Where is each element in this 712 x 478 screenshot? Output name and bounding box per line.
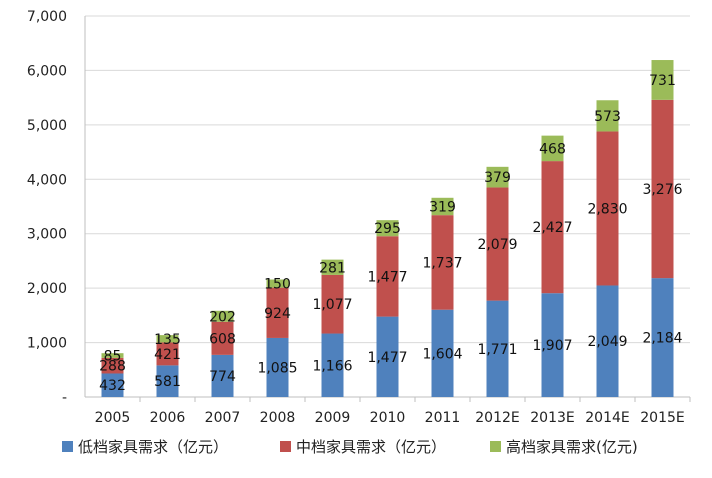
data-label: 281 bbox=[319, 260, 346, 276]
x-tick-label: 2005 bbox=[95, 410, 131, 426]
data-label: 2,184 bbox=[642, 331, 682, 347]
data-label: 202 bbox=[209, 309, 236, 325]
y-tick-label: 6,000 bbox=[27, 63, 67, 79]
bar-segment bbox=[156, 342, 179, 366]
data-label: 731 bbox=[649, 73, 676, 89]
x-tick-label: 2006 bbox=[150, 410, 186, 426]
x-tick-label: 2015E bbox=[640, 410, 684, 426]
bar-segment bbox=[376, 220, 399, 237]
data-label: 295 bbox=[374, 221, 401, 237]
data-label: 3,276 bbox=[642, 182, 682, 198]
legend-label: 中档家具需求（亿元） bbox=[296, 438, 446, 456]
data-label: 581 bbox=[154, 374, 181, 390]
bar-segment bbox=[431, 215, 454, 310]
x-tick-label: 2007 bbox=[205, 410, 241, 426]
y-tick-label: 7,000 bbox=[27, 9, 67, 25]
data-label: 608 bbox=[209, 331, 236, 347]
y-tick-label: 5,000 bbox=[27, 118, 67, 134]
data-label: 379 bbox=[484, 170, 511, 186]
bar-segment bbox=[651, 99, 674, 279]
bar-segment bbox=[211, 354, 234, 397]
data-label: 1,166 bbox=[312, 358, 352, 374]
bar-segment bbox=[431, 309, 454, 397]
y-tick-label: 1,000 bbox=[27, 336, 67, 352]
legend-label: 低档家具需求（亿元） bbox=[78, 438, 228, 456]
bar-segment bbox=[541, 135, 564, 162]
bar-segment bbox=[651, 278, 674, 397]
bar-segment bbox=[266, 337, 289, 397]
bar-segment bbox=[266, 287, 289, 338]
bar-segment bbox=[101, 357, 124, 374]
data-label: 432 bbox=[99, 378, 126, 394]
legend-swatch bbox=[280, 441, 291, 452]
data-label: 1,077 bbox=[312, 297, 352, 313]
bar-segment bbox=[651, 60, 674, 100]
data-label: 573 bbox=[594, 109, 621, 125]
data-label: 2,079 bbox=[477, 237, 517, 253]
data-label: 924 bbox=[264, 306, 291, 322]
data-label: 1,477 bbox=[367, 269, 407, 285]
data-label: 1,477 bbox=[367, 350, 407, 366]
bars bbox=[101, 60, 674, 397]
bar-segment bbox=[321, 259, 344, 275]
x-tick-label: 2013E bbox=[530, 410, 574, 426]
data-label: 288 bbox=[99, 359, 126, 375]
x-tick-label: 2009 bbox=[315, 410, 351, 426]
bar-segment bbox=[486, 300, 509, 397]
data-label: 2,049 bbox=[587, 334, 627, 350]
data-label: 1,771 bbox=[477, 342, 517, 358]
bar-segment bbox=[376, 236, 399, 317]
bar-segment bbox=[486, 166, 509, 188]
y-tick-label: 4,000 bbox=[27, 172, 67, 188]
data-label: 468 bbox=[539, 141, 566, 157]
bar-segment bbox=[376, 316, 399, 397]
data-label: 150 bbox=[264, 277, 291, 293]
data-label: 85 bbox=[104, 348, 122, 364]
bar-segment bbox=[101, 353, 124, 358]
bar-segment bbox=[211, 321, 234, 355]
legend-swatch bbox=[62, 441, 73, 452]
bar-segment bbox=[596, 100, 619, 132]
data-label: 1,907 bbox=[532, 338, 572, 354]
bar-segment bbox=[596, 285, 619, 397]
y-tick-label: - bbox=[62, 390, 67, 406]
data-label: 319 bbox=[429, 199, 456, 215]
bar-segment bbox=[321, 274, 344, 334]
bar-segment bbox=[266, 279, 289, 288]
bar-segment bbox=[321, 333, 344, 397]
data-label: 135 bbox=[154, 332, 181, 348]
bar-segment bbox=[541, 161, 564, 294]
bar-segment bbox=[431, 197, 454, 216]
data-label: 1,085 bbox=[257, 360, 297, 376]
x-tick-label: 2010 bbox=[370, 410, 406, 426]
bar-segment bbox=[541, 293, 564, 397]
x-tick-label: 2012E bbox=[475, 410, 519, 426]
bar-segment bbox=[101, 373, 124, 397]
legend-label: 高档家具需求(亿元) bbox=[506, 438, 638, 456]
data-label: 2,427 bbox=[532, 220, 572, 236]
x-tick-label: 2014E bbox=[585, 410, 629, 426]
y-tick-label: 3,000 bbox=[27, 227, 67, 243]
data-label: 774 bbox=[209, 369, 236, 385]
bar-segment bbox=[211, 310, 234, 322]
legend-swatch bbox=[490, 441, 501, 452]
bar-segment bbox=[486, 187, 509, 301]
bar-segment bbox=[596, 131, 619, 286]
data-label: 421 bbox=[154, 347, 181, 363]
bar-segment bbox=[156, 365, 179, 397]
x-tick-label: 2008 bbox=[260, 410, 296, 426]
data-label: 2,830 bbox=[587, 201, 627, 217]
bar-segment bbox=[156, 335, 179, 343]
data-label: 1,604 bbox=[422, 346, 462, 362]
axes: - 1,000 2,000 3,000 4,000 5,000 6,000 7,000 2005… bbox=[27, 9, 691, 426]
legend: 低档家具需求（亿元） 中档家具需求（亿元） 高档家具需求(亿元) bbox=[62, 438, 638, 456]
x-tick-label: 2011 bbox=[425, 410, 461, 426]
data-label: 1,737 bbox=[422, 255, 462, 271]
y-tick-label: 2,000 bbox=[27, 281, 67, 297]
